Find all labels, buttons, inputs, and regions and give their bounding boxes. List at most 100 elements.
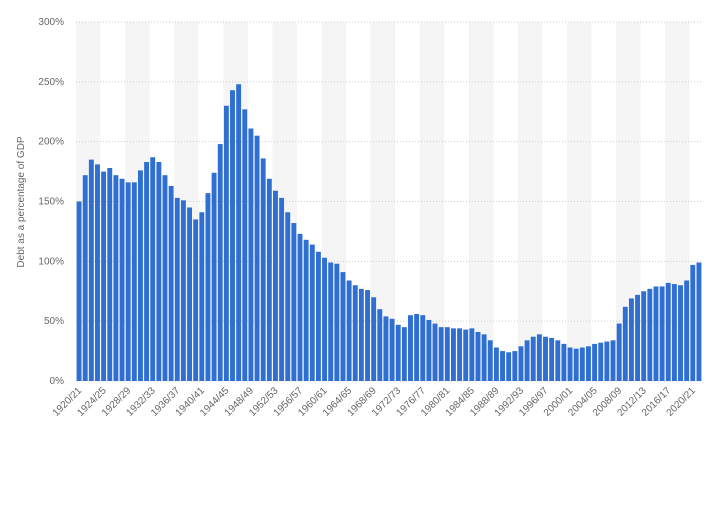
bar xyxy=(598,342,604,381)
bar xyxy=(180,200,186,381)
bar xyxy=(223,105,229,382)
bar xyxy=(236,84,242,381)
bar xyxy=(211,172,217,381)
bar xyxy=(506,352,512,381)
bar xyxy=(549,337,555,381)
bar xyxy=(187,207,192,381)
stripe xyxy=(566,22,592,381)
bar xyxy=(377,309,383,381)
bar xyxy=(309,244,315,381)
bar xyxy=(530,336,536,381)
bar xyxy=(273,190,278,381)
bar xyxy=(193,219,199,381)
bar xyxy=(475,331,481,381)
bar xyxy=(469,328,475,381)
y-tick-label: 300% xyxy=(38,17,64,28)
bar xyxy=(260,158,266,381)
y-axis-label: Debt as a percentage of GDP xyxy=(16,136,27,268)
y-tick-label: 150% xyxy=(38,197,64,208)
bar xyxy=(414,313,420,381)
bar xyxy=(205,193,211,381)
bar xyxy=(604,341,610,381)
bar xyxy=(690,264,696,381)
bar xyxy=(653,286,659,381)
bar xyxy=(444,327,450,381)
bar xyxy=(285,212,291,381)
bar xyxy=(622,306,628,381)
bar xyxy=(254,135,260,381)
bar xyxy=(610,340,616,381)
bar xyxy=(635,294,641,381)
bar xyxy=(217,144,223,381)
bar xyxy=(487,340,493,381)
y-tick-label: 50% xyxy=(44,316,64,327)
bar xyxy=(279,197,285,381)
bar xyxy=(334,263,340,381)
bar xyxy=(536,334,542,381)
y-tick-label: 100% xyxy=(38,256,64,267)
bar xyxy=(371,297,377,381)
bar xyxy=(340,272,346,381)
bar xyxy=(95,164,100,381)
bar xyxy=(641,291,647,381)
y-tick-label: 0% xyxy=(50,376,65,387)
bar xyxy=(266,178,272,381)
bar xyxy=(500,351,505,381)
bar xyxy=(365,290,370,381)
bar xyxy=(303,239,309,381)
bar xyxy=(579,347,585,381)
bar xyxy=(420,315,426,381)
bar xyxy=(678,285,683,381)
bar xyxy=(395,324,401,381)
bar xyxy=(82,175,88,381)
bar xyxy=(230,90,235,382)
bar xyxy=(322,257,328,381)
bar xyxy=(665,282,671,381)
bar xyxy=(524,340,530,381)
bar xyxy=(616,323,622,381)
bar xyxy=(512,351,518,381)
bar xyxy=(113,175,119,381)
bar xyxy=(162,175,168,381)
bar xyxy=(432,323,438,381)
bar xyxy=(383,316,389,381)
bar xyxy=(248,128,254,381)
bar xyxy=(137,170,143,381)
bar xyxy=(567,347,573,381)
bar xyxy=(150,157,156,381)
bar xyxy=(346,280,352,381)
bar xyxy=(586,346,591,381)
bar xyxy=(358,288,364,381)
bar xyxy=(401,327,407,381)
y-tick-label: 250% xyxy=(38,77,64,88)
bar xyxy=(315,251,321,381)
bar xyxy=(328,262,334,381)
bar xyxy=(463,329,469,381)
bar xyxy=(543,336,548,381)
bar xyxy=(389,318,395,381)
bar xyxy=(450,328,456,381)
bar xyxy=(297,233,303,381)
bar xyxy=(119,178,125,381)
bar xyxy=(493,347,499,381)
bar xyxy=(684,280,690,381)
bar xyxy=(156,162,162,381)
bar xyxy=(174,197,180,381)
bar xyxy=(671,284,677,381)
bar xyxy=(481,334,487,381)
bar xyxy=(352,285,358,381)
bar xyxy=(647,288,653,381)
bar xyxy=(199,212,205,381)
bar xyxy=(125,182,131,381)
bar xyxy=(659,286,665,381)
bar xyxy=(438,327,444,381)
bar xyxy=(426,319,432,381)
bar xyxy=(76,201,82,381)
bar xyxy=(88,159,94,381)
bar xyxy=(107,167,113,381)
bar xyxy=(592,343,598,381)
bar xyxy=(291,223,297,381)
bar xyxy=(561,343,567,381)
bar xyxy=(457,328,463,381)
